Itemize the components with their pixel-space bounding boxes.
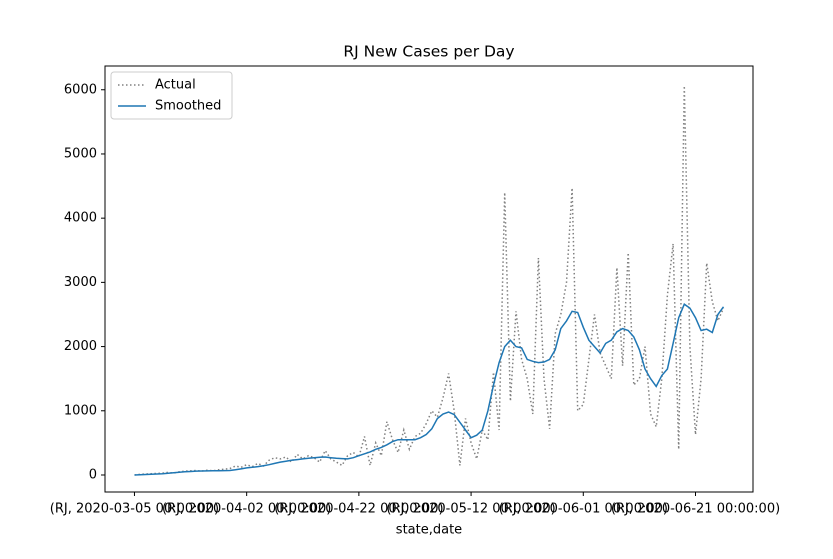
x-tick-label: (RJ, 2020-04-22 00:00:00) [274, 502, 443, 517]
series-line [134, 85, 725, 476]
axes-frame [104, 65, 754, 493]
legend-label: Actual [155, 78, 196, 93]
x-tick-label: (RJ, 2020-03-05 00:00:00) [50, 502, 219, 517]
y-tick-label: 0 [89, 467, 97, 482]
legend-box [110, 71, 233, 120]
chart-title: RJ New Cases per Day [343, 43, 514, 61]
y-tick-label: 1000 [64, 403, 97, 418]
y-tick-label: 3000 [64, 275, 97, 290]
y-tick-label: 2000 [64, 339, 97, 354]
x-tick-label: (RJ, 2020-06-21 00:00:00) [611, 502, 780, 517]
y-tick-label: 6000 [64, 82, 97, 97]
y-tick-label: 5000 [64, 146, 97, 161]
x-axis-label: state,date [396, 523, 462, 538]
y-tick-label: 4000 [64, 211, 97, 226]
x-tick-label: (RJ, 2020-05-12 00:00:00) [386, 502, 555, 517]
legend-label: Smoothed [155, 99, 221, 114]
series-line [134, 303, 725, 476]
x-tick-label: (RJ, 2020-06-01 00:00:00) [499, 502, 668, 517]
x-tick-label: (RJ, 2020-04-02 00:00:00) [162, 502, 331, 517]
